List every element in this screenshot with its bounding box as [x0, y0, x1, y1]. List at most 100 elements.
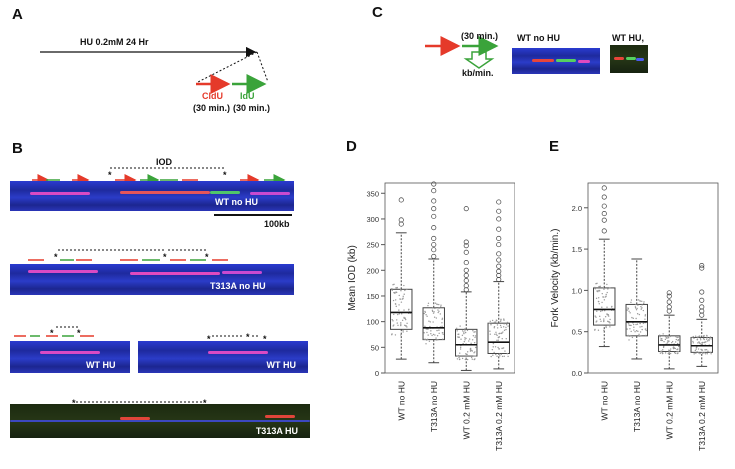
data-point: [427, 328, 429, 330]
data-point: [660, 338, 662, 340]
data-point: [692, 342, 694, 344]
data-point: [643, 301, 645, 303]
data-point: [635, 303, 637, 306]
data-point: [394, 299, 397, 301]
fiber4-label: WT HU: [266, 360, 297, 370]
data-point: [639, 322, 641, 325]
data-point: [596, 320, 598, 322]
data-point: [664, 352, 667, 354]
data-point: [604, 316, 607, 318]
data-point: [710, 338, 712, 340]
f4-star-2: *: [246, 332, 250, 342]
data-point: [456, 358, 459, 360]
data-point: [661, 339, 664, 342]
data-point: [469, 348, 472, 350]
data-point: [464, 339, 466, 341]
data-point: [468, 340, 470, 342]
data-point: [609, 322, 611, 324]
data-point: [701, 349, 704, 351]
data-point: [595, 283, 597, 285]
data-point: [424, 325, 426, 327]
data-point: [458, 358, 461, 361]
data-point: [464, 330, 466, 332]
data-point: [391, 288, 393, 290]
data-point: [503, 323, 505, 325]
data-point: [404, 324, 406, 327]
data-point: [398, 304, 400, 306]
data-point: [503, 318, 505, 320]
data-point: [505, 328, 507, 331]
outlier-point: [699, 289, 705, 295]
data-point: [675, 338, 678, 341]
data-point: [394, 291, 396, 294]
data-point: [595, 297, 598, 300]
data-point: [699, 337, 702, 340]
data-point: [696, 339, 698, 341]
data-point: [606, 291, 608, 294]
data-point: [463, 331, 465, 333]
data-point: [701, 341, 703, 344]
y-axis-label: Fork Velocity (kb/min.): [550, 229, 561, 328]
data-point: [471, 358, 474, 360]
data-point: [505, 323, 508, 326]
data-point: [494, 346, 497, 348]
data-point: [507, 355, 509, 358]
data-point: [597, 300, 600, 303]
data-point: [474, 336, 476, 339]
outlier-point: [601, 217, 607, 223]
data-point: [438, 332, 440, 335]
outlier-point: [398, 217, 404, 223]
data-point: [425, 314, 427, 316]
x-tick-label: T313A no HU: [429, 381, 439, 432]
data-point: [423, 338, 425, 341]
f4-star-3: *: [263, 334, 267, 344]
data-point: [474, 355, 477, 357]
outlier-point: [463, 272, 469, 278]
data-point: [634, 331, 636, 333]
data-point: [492, 354, 494, 356]
data-point: [702, 337, 705, 340]
data-point: [457, 355, 459, 357]
data-point: [401, 298, 404, 300]
data-point: [660, 350, 662, 353]
c-time-label: (30 min.): [461, 31, 499, 41]
data-point: [503, 355, 505, 358]
data-point: [594, 315, 596, 317]
outlier-point: [496, 208, 502, 214]
outlier-point: [431, 206, 437, 212]
data-point: [495, 319, 498, 321]
data-point: [599, 315, 601, 318]
data-point: [471, 339, 474, 341]
data-point: [494, 333, 496, 335]
plot-frame: [587, 182, 719, 374]
y-tick-label: 50: [371, 343, 379, 352]
data-point: [470, 342, 472, 345]
data-point: [692, 340, 694, 343]
data-point: [641, 300, 643, 302]
fiber-image-wt-hu-2: WT HU: [138, 341, 308, 373]
x-tick-label: WT 0.2 mM HU: [664, 381, 674, 439]
data-point: [603, 318, 605, 320]
data-point: [706, 353, 708, 355]
data-point: [630, 330, 632, 333]
outlier-point: [699, 312, 705, 318]
data-point: [644, 318, 646, 320]
data-point: [594, 286, 596, 289]
data-point: [429, 325, 431, 328]
data-point: [698, 335, 701, 337]
data-point: [397, 324, 399, 327]
data-point: [498, 333, 500, 335]
c-unit-label: kb/min.: [462, 68, 494, 78]
data-point: [459, 348, 462, 350]
outlier-point: [463, 278, 469, 284]
data-point: [637, 304, 639, 306]
data-point: [498, 353, 501, 355]
data-point: [425, 328, 427, 330]
data-point: [601, 306, 603, 308]
data-point: [400, 322, 402, 324]
data-point: [672, 347, 675, 349]
outlier-point: [463, 206, 469, 212]
data-point: [493, 321, 496, 324]
data-point: [639, 300, 641, 302]
data-point: [474, 335, 477, 337]
